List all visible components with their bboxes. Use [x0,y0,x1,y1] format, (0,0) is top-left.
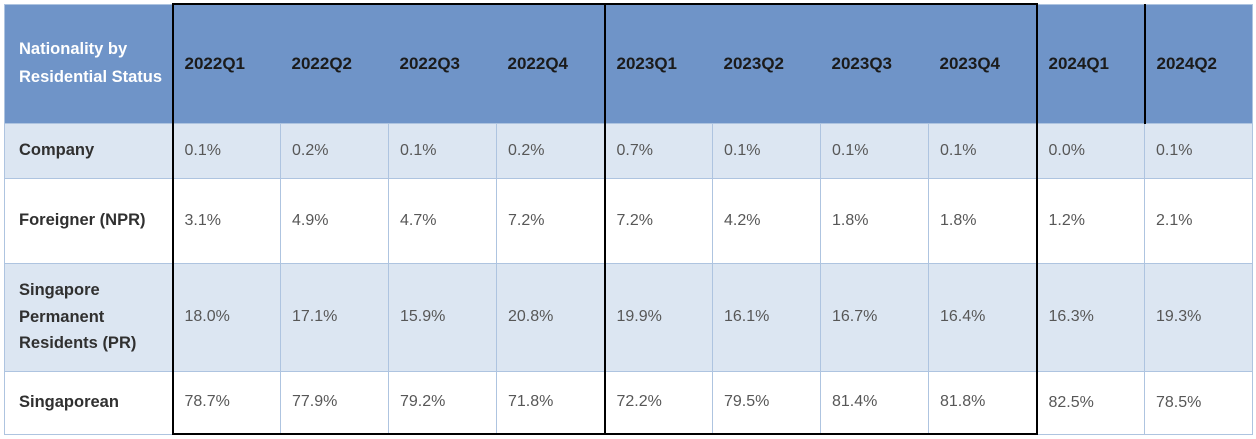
column-header-2023Q3: 2023Q3 [820,3,929,124]
column-header-2023Q2: 2023Q2 [712,3,821,124]
cell-2022Q4: 71.8% [496,370,605,435]
cell-2024Q1: 82.5% [1035,370,1145,435]
cell-2023Q3: 0.1% [820,122,929,178]
cell-2022Q4: 0.2% [496,122,605,178]
cell-2024Q2: 0.1% [1144,122,1253,178]
cell-2023Q1: 19.9% [603,262,713,371]
cell-2023Q1: 7.2% [603,177,713,263]
header-row: Nationality by Residential Status 2022Q1… [4,3,1253,124]
column-header-2022Q4: 2022Q4 [496,3,605,124]
cell-2022Q1: 78.7% [171,370,281,435]
cell-2023Q4: 16.4% [928,262,1037,371]
cell-2022Q1: 3.1% [171,177,281,263]
cell-2023Q2: 4.2% [712,177,821,263]
cell-2023Q4: 81.8% [928,370,1037,435]
cell-2022Q2: 17.1% [280,262,389,371]
cell-2022Q2: 77.9% [280,370,389,435]
cell-2023Q4: 0.1% [928,122,1037,178]
cell-2022Q1: 0.1% [171,122,281,178]
cell-2024Q2: 19.3% [1144,262,1253,371]
column-header-2023Q4: 2023Q4 [928,3,1037,124]
cell-2023Q2: 79.5% [712,370,821,435]
column-header-2024Q1: 2024Q1 [1035,3,1145,124]
cell-2022Q3: 0.1% [388,122,497,178]
row-label: Singapore Permanent Residents (PR) [4,262,173,371]
cell-2022Q4: 7.2% [496,177,605,263]
cell-2022Q1: 18.0% [171,262,281,371]
row-label: Singaporean [4,370,173,435]
cell-2023Q4: 1.8% [928,177,1037,263]
column-header-2023Q1: 2023Q1 [603,3,713,124]
cell-2024Q1: 1.2% [1035,177,1145,263]
cell-2024Q1: 16.3% [1035,262,1145,371]
cell-2023Q1: 0.7% [603,122,713,178]
cell-2023Q3: 1.8% [820,177,929,263]
row-label: Company [4,122,173,178]
corner-header: Nationality by Residential Status [4,4,173,124]
row-label: Foreigner (NPR) [4,177,173,263]
column-header-2022Q3: 2022Q3 [388,3,497,124]
table-row: Company 0.1% 0.2% 0.1% 0.2% 0.7% 0.1% 0.1% 0.1% 0… [4,122,1253,178]
cell-2024Q2: 2.1% [1144,177,1253,263]
cell-2022Q3: 79.2% [388,370,497,435]
cell-2022Q2: 4.9% [280,177,389,263]
cell-2023Q2: 16.1% [712,262,821,371]
cell-2022Q2: 0.2% [280,122,389,178]
cell-2023Q2: 0.1% [712,122,821,178]
column-header-2022Q2: 2022Q2 [280,3,389,124]
cell-2024Q2: 78.5% [1144,370,1253,435]
cell-2023Q3: 16.7% [820,262,929,371]
nationality-by-residential-status-table: Nationality by Residential Status 2022Q1… [4,3,1253,435]
column-header-2022Q1: 2022Q1 [171,3,281,124]
table-row: Singapore Permanent Residents (PR) 18.0% 1… [4,262,1253,371]
table-body: Company 0.1% 0.2% 0.1% 0.2% 0.7% 0.1% 0.1% 0.1% 0… [4,122,1253,435]
table-row: Singaporean 78.7% 77.9% 79.2% 71.8% 72.2% 79.5… [4,370,1253,435]
cell-2023Q1: 72.2% [603,370,713,435]
cell-2022Q4: 20.8% [496,262,605,371]
cell-2024Q1: 0.0% [1035,122,1145,178]
column-header-2024Q2: 2024Q2 [1143,3,1253,124]
cell-2023Q3: 81.4% [820,370,929,435]
cell-2022Q3: 15.9% [388,262,497,371]
cell-2022Q3: 4.7% [388,177,497,263]
table-row: Foreigner (NPR) 3.1% 4.9% 4.7% 7.2% 7.2% 4.2% 1… [4,177,1253,263]
